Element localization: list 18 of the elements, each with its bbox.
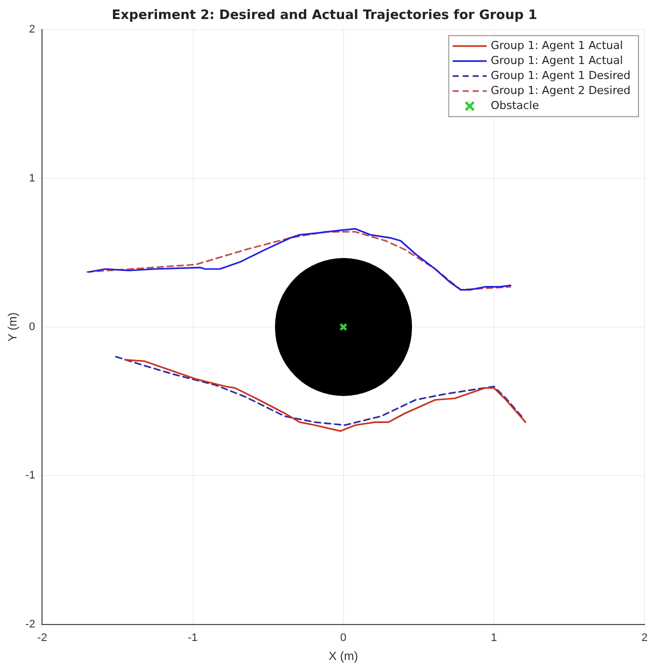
chart-title: Experiment 2: Desired and Actual Trajectories for Group 1	[112, 8, 538, 24]
legend-label: Group 1: Agent 2 Desired	[490, 84, 631, 97]
x-axis-title: X (m)	[328, 649, 358, 664]
legend-label: Obstacle	[490, 98, 540, 112]
x-tick-label: -1	[188, 632, 198, 644]
y-tick-label: 1	[29, 172, 36, 184]
y-tick-label: 0	[29, 321, 36, 334]
y-tick-label: -1	[25, 470, 36, 482]
legend-label: Group 1: Agent 1 Actual	[490, 54, 623, 67]
y-tick-label: -2	[25, 618, 36, 630]
y-axis-title: Y (m)	[6, 312, 20, 342]
x-tick-label: -2	[37, 632, 48, 644]
legend-label: Group 1: Agent 1 Actual	[490, 38, 623, 52]
x-tick-label: 0	[340, 632, 346, 644]
y-tick-label: 2	[29, 24, 36, 36]
legend-label: Group 1: Agent 1 Desired	[490, 68, 631, 82]
x-tick-label: 2	[641, 632, 648, 644]
x-tick-label: 1	[490, 632, 497, 644]
